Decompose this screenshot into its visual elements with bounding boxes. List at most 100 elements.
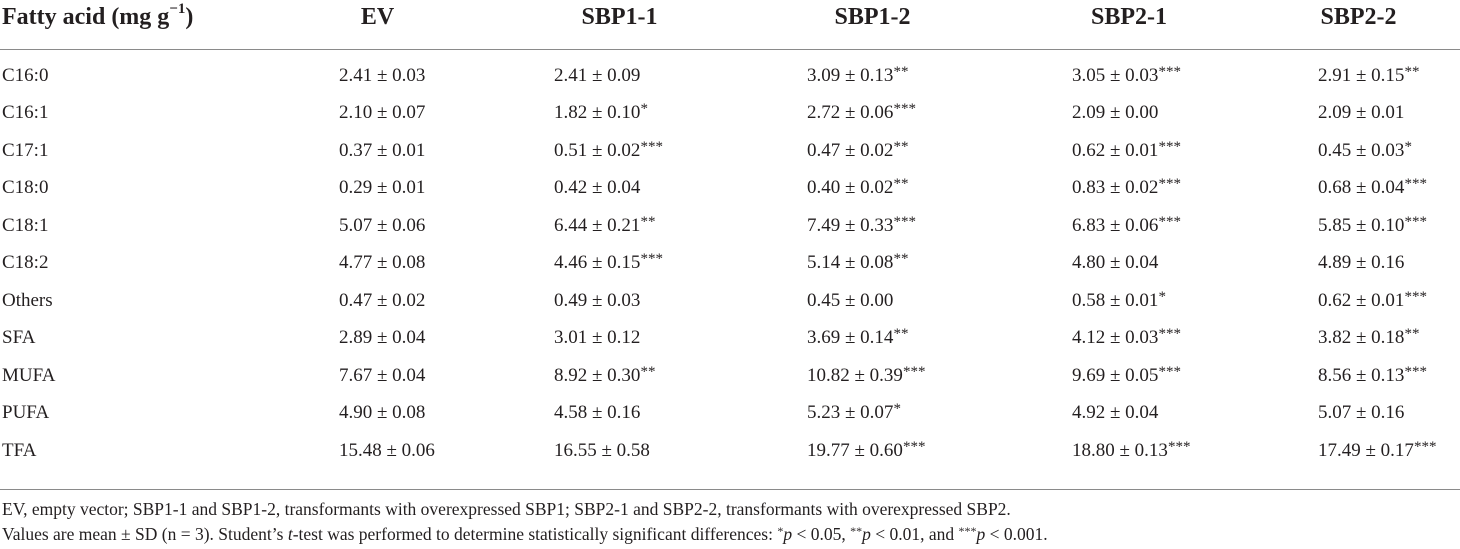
significance-stars: ***: [1413, 438, 1437, 455]
significance-stars: ***: [640, 251, 663, 268]
significance-stars: ***: [1158, 138, 1181, 155]
significance-stars: **: [1404, 63, 1420, 80]
cell-value: 17.49 ± 0.17: [1318, 439, 1414, 461]
table-cell: 9.69 ± 0.05***: [1001, 357, 1257, 395]
table-cell: 3.09 ± 0.13**: [744, 57, 1001, 95]
cell-value: 2.41 ± 0.03: [339, 64, 426, 86]
cell-value: 8.92 ± 0.30: [554, 364, 641, 386]
significance-stars: ***: [1158, 326, 1181, 343]
table-cell: 0.45 ± 0.03*: [1257, 132, 1460, 170]
table-row: C16:1 2.10 ± 0.07 1.82 ± 0.10* 2.72 ± 0.06*…: [0, 95, 1460, 133]
table-cell: 3.82 ± 0.18**: [1257, 320, 1460, 358]
table-cell: 4.46 ± 0.15***: [495, 245, 744, 283]
table-cell: 5.14 ± 0.08**: [744, 245, 1001, 283]
table-cell: 4.90 ± 0.08: [260, 395, 495, 433]
row-label: C18:1: [2, 214, 49, 236]
cell-value: 5.07 ± 0.06: [339, 214, 426, 236]
table-cell: 8.56 ± 0.13***: [1257, 357, 1460, 395]
significance-stars: *: [1404, 138, 1412, 155]
cell-value: 4.89 ± 0.16: [1318, 252, 1405, 274]
table-cell: 0.68 ± 0.04***: [1257, 170, 1460, 208]
cell-value: 7.67 ± 0.04: [339, 364, 426, 386]
cell-value: 0.83 ± 0.02: [1072, 177, 1159, 199]
fatty-acid-table: Fatty acid (mg g−1) EV SBP1-1 SBP1-2 SBP…: [0, 2, 1460, 470]
row-label: TFA: [2, 439, 37, 461]
cell-value: 2.41 ± 0.09: [554, 64, 641, 86]
cell-value: 15.48 ± 0.06: [339, 439, 435, 461]
table-row: C18:0 0.29 ± 0.01 0.42 ± 0.04 0.40 ± 0.02**…: [0, 170, 1460, 208]
cell-value: 0.58 ± 0.01: [1072, 289, 1159, 311]
cell-value: 3.82 ± 0.18: [1318, 327, 1405, 349]
table-row: SFA 2.89 ± 0.04 3.01 ± 0.12 3.69 ± 0.14** 4.…: [0, 320, 1460, 358]
cell-value: 0.29 ± 0.01: [339, 177, 426, 199]
significance-stars: ***: [1404, 176, 1427, 193]
significance-stars: **: [893, 138, 909, 155]
row-label: C18:2: [2, 252, 49, 274]
table-cell: 2.41 ± 0.03: [260, 57, 495, 95]
cell-value: 0.45 ± 0.00: [807, 289, 894, 311]
cell-value: 8.56 ± 0.13: [1318, 364, 1405, 386]
table-row: Others 0.47 ± 0.02 0.49 ± 0.03 0.45 ± 0.00 0…: [0, 282, 1460, 320]
table-cell: 17.49 ± 0.17***: [1257, 432, 1460, 470]
significance-stars: ***: [1404, 213, 1427, 230]
table-cell: 6.44 ± 0.21**: [495, 207, 744, 245]
cell-value: 2.72 ± 0.06: [807, 102, 894, 124]
table-cell: 7.67 ± 0.04: [260, 357, 495, 395]
table-cell: 5.85 ± 0.10***: [1257, 207, 1460, 245]
significance-stars: ***: [1404, 363, 1427, 380]
cell-value: 5.14 ± 0.08: [807, 252, 894, 274]
cell-value: 18.80 ± 0.13: [1072, 439, 1168, 461]
cell-value: 0.62 ± 0.01: [1072, 139, 1159, 161]
table-cell: 2.91 ± 0.15**: [1257, 57, 1460, 95]
significance-stars: ***: [902, 438, 926, 455]
cell-value: 5.85 ± 0.10: [1318, 214, 1405, 236]
table-cell: 0.37 ± 0.01: [260, 132, 495, 170]
row-label: C16:0: [2, 64, 49, 86]
cell-value: 3.09 ± 0.13: [807, 64, 894, 86]
cell-value: 0.37 ± 0.01: [339, 139, 426, 161]
significance-stars: **: [893, 176, 909, 193]
significance-stars: ***: [1167, 438, 1191, 455]
cell-value: 3.69 ± 0.14: [807, 327, 894, 349]
cell-value: 0.45 ± 0.03: [1318, 139, 1405, 161]
table-cell: 3.01 ± 0.12: [495, 320, 744, 358]
table-cell: 16.55 ± 0.58: [495, 432, 744, 470]
table-cell: 0.62 ± 0.01***: [1001, 132, 1257, 170]
table-cell: 2.09 ± 0.00: [1001, 95, 1257, 133]
significance-stars: ***: [1158, 363, 1181, 380]
table-cell: 5.07 ± 0.16: [1257, 395, 1460, 433]
significance-stars: **: [1404, 326, 1420, 343]
cell-value: 0.42 ± 0.04: [554, 177, 641, 199]
table-row: C18:2 4.77 ± 0.08 4.46 ± 0.15*** 5.14 ± 0.0…: [0, 245, 1460, 283]
cell-value: 5.23 ± 0.07: [807, 402, 894, 424]
table-cell: 10.82 ± 0.39***: [744, 357, 1001, 395]
table-cell: 0.51 ± 0.02***: [495, 132, 744, 170]
table-cell: 4.89 ± 0.16: [1257, 245, 1460, 283]
cell-value: 2.89 ± 0.04: [339, 327, 426, 349]
significance-stars: ***: [1404, 288, 1427, 305]
column-header-ev: EV: [360, 4, 395, 30]
table-cell: 19.77 ± 0.60***: [744, 432, 1001, 470]
table-row: MUFA 7.67 ± 0.04 8.92 ± 0.30** 10.82 ± 0.39…: [0, 357, 1460, 395]
significance-stars: **: [893, 326, 909, 343]
cell-value: 2.09 ± 0.01: [1318, 102, 1405, 124]
significance-stars: *: [1158, 288, 1166, 305]
table-cell: 3.05 ± 0.03***: [1001, 57, 1257, 95]
table-cell: 4.92 ± 0.04: [1001, 395, 1257, 433]
cell-value: 3.05 ± 0.03: [1072, 64, 1159, 86]
cell-value: 6.44 ± 0.21: [554, 214, 641, 236]
cell-value: 4.77 ± 0.08: [339, 252, 426, 274]
table-cell: 0.29 ± 0.01: [260, 170, 495, 208]
significance-stars: **: [640, 213, 656, 230]
bottom-rule: [0, 489, 1460, 490]
cell-value: 4.46 ± 0.15: [554, 252, 641, 274]
table-cell: 15.48 ± 0.06: [260, 432, 495, 470]
significance-stars: ***: [893, 213, 916, 230]
cell-value: 6.83 ± 0.06: [1072, 214, 1159, 236]
cell-value: 19.77 ± 0.60: [807, 439, 903, 461]
table-cell: 5.07 ± 0.06: [260, 207, 495, 245]
significance-stars: ***: [902, 363, 926, 380]
table-cell: 0.83 ± 0.02***: [1001, 170, 1257, 208]
cell-value: 0.68 ± 0.04: [1318, 177, 1405, 199]
